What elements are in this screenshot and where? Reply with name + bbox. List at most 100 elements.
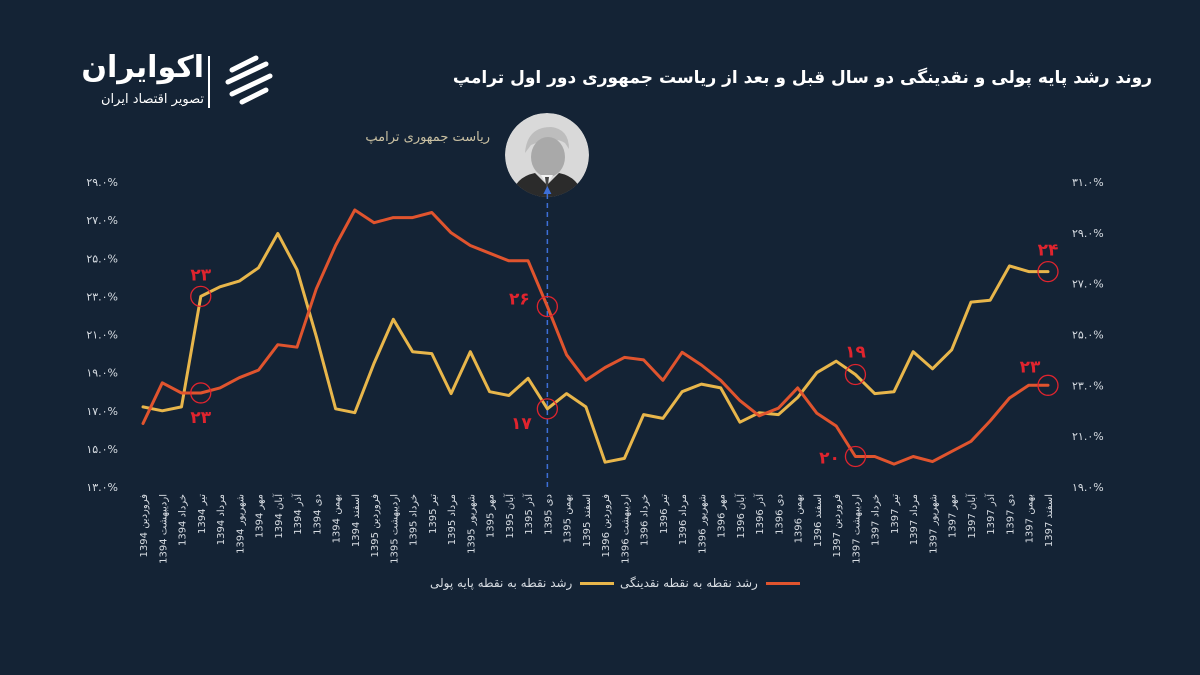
x-axis-tick-label: آذر 1397 [984, 493, 997, 535]
x-axis-tick-label: فروردین 1396 [601, 494, 612, 558]
value-marker-label: ۱۷ [511, 414, 532, 434]
value-marker-circle [1037, 260, 1059, 283]
x-axis-tick-label: آبان 1395 [503, 493, 516, 539]
legend-item-base-money: رشد نقطه به نقطه پایه پولی [430, 576, 615, 596]
x-axis-tick-label: اردیبهشت 1397 [851, 494, 862, 564]
x-axis: فروردین 1394 اردیبهشت 1394 خرداد 1394 تیر 1… [139, 493, 1055, 564]
value-marker-label: ۲۴ [1038, 241, 1059, 261]
x-axis-tick-label: دی 1396 [774, 494, 785, 535]
x-axis-tick-label: دی 1395 [543, 494, 554, 535]
right-axis-tick-label: ۲۱.۰% [1072, 430, 1104, 443]
x-axis-tick-label: آبان 1394 [272, 493, 285, 539]
left-axis: ۱۳.۰% ۱۵.۰% ۱۷.۰% ۱۹.۰% ۲۱.۰% ۲۳.۰% ۲۵.۰% ۲۷.۰%… [86, 176, 118, 494]
brand-name: اکوایران [81, 50, 204, 85]
x-axis-tick-label: تیر 1396 [659, 494, 670, 534]
x-axis-tick-label: مهر 1396 [717, 494, 728, 538]
brand-tagline: تصویر اقتصاد ایران [101, 92, 204, 107]
left-axis-tick-label: ۱۹.۰% [86, 367, 118, 380]
x-axis-tick-label: اردیبهشت 1394 [158, 494, 169, 564]
x-axis-tick-label: مرداد 1397 [909, 494, 920, 545]
x-axis-tick-label: خرداد 1397 [871, 494, 882, 546]
x-axis-tick-label: بهمن 1397 [1025, 494, 1036, 543]
event-marker [543, 186, 552, 487]
x-axis-tick-label: آذر 1396 [753, 493, 766, 535]
x-axis-tick-label: شهریور 1396 [697, 494, 708, 554]
x-axis-tick-label: آبان 1397 [965, 493, 978, 539]
legend-item-liquidity: رشد نقطه به نقطه نقدینگی [620, 576, 800, 596]
x-axis-tick-label: مهر 1394 [255, 494, 266, 538]
right-axis-tick-label: ۲۹.۰% [1072, 227, 1104, 240]
x-axis-tick-label: شهریور 1397 [928, 494, 939, 554]
x-axis-tick-label: بهمن 1395 [563, 494, 574, 543]
x-axis-tick-label: تیر 1397 [890, 494, 901, 534]
x-axis-tick-label: اردیبهشت 1396 [620, 494, 631, 564]
value-marker-circle [536, 398, 559, 420]
x-axis-tick-label: اسفند 1397 [1044, 494, 1055, 547]
x-axis-tick-label: دی 1397 [1005, 494, 1016, 535]
x-axis-tick-label: مهر 1397 [948, 494, 959, 538]
x-axis-tick-label: اسفند 1395 [582, 494, 593, 547]
x-axis-tick-label: اسفند 1396 [813, 494, 824, 547]
chart-title: روند رشد پایه پولی و نقدینگی دو سال قبل … [452, 68, 1152, 88]
left-axis-tick-label: ۲۷.۰% [86, 214, 118, 227]
right-axis-tick-label: ۲۷.۰% [1072, 278, 1104, 291]
value-marker-label: ۱۹ [845, 343, 866, 363]
right-axis-tick-label: ۲۳.۰% [1072, 379, 1104, 392]
x-axis-tick-label: بهمن 1394 [332, 494, 343, 543]
legend-label-base-money: رشد نقطه به نقطه پایه پولی [430, 576, 573, 590]
event-label: ریاست جمهوری ترامپ [365, 130, 490, 145]
value-markers: ۲۳ ۱۷ ۱۹ ۲۴ ۲۳ ۲۶ ۲۰ ۲۳ [190, 241, 1059, 469]
value-marker-label: ۲۰ [819, 449, 840, 469]
x-axis-tick-label: مهر 1395 [486, 494, 497, 538]
brand-logo: اکوایران تصویر اقتصاد ایران [80, 50, 280, 112]
left-axis-tick-label: ۲۱.۰% [86, 329, 118, 342]
legend-swatch-liquidity [765, 582, 800, 585]
x-axis-tick-label: آذر 1394 [291, 493, 304, 535]
x-axis-tick-label: آذر 1395 [522, 493, 535, 535]
value-marker-label: ۲۳ [1020, 357, 1041, 377]
legend-swatch-base-money [580, 582, 615, 585]
x-axis-tick-label: خرداد 1395 [409, 494, 420, 546]
value-marker-label: ۲۶ [509, 290, 530, 310]
left-axis-tick-label: ۱۷.۰% [86, 405, 118, 418]
brand-mark-icon [225, 55, 273, 105]
event-arrowhead [543, 186, 552, 194]
trump-portrait [505, 113, 589, 197]
value-marker-circle [844, 363, 867, 386]
series-line-base-money [141, 232, 1050, 464]
series-lines [141, 208, 1050, 466]
x-axis-tick-label: مرداد 1394 [216, 494, 227, 545]
left-axis-tick-label: ۲۵.۰% [86, 252, 118, 265]
left-axis-tick-label: ۲۹.۰% [86, 176, 118, 189]
value-marker-label: ۲۳ [190, 408, 211, 428]
x-axis-tick-label: مرداد 1396 [678, 494, 689, 545]
right-axis-tick-label: ۳۱.۰% [1072, 176, 1104, 189]
x-axis-tick-label: فروردین 1397 [832, 494, 843, 558]
right-axis: ۱۹.۰% ۲۱.۰% ۲۳.۰% ۲۵.۰% ۲۷.۰% ۲۹.۰% ۳۱.۰% [1072, 176, 1104, 494]
logo-divider [208, 56, 210, 108]
x-axis-tick-label: فروردین 1394 [139, 494, 150, 558]
left-axis-tick-label: ۱۳.۰% [86, 481, 118, 494]
x-axis-tick-label: تیر 1394 [197, 494, 208, 534]
right-axis-tick-label: ۱۹.۰% [1072, 481, 1104, 494]
x-axis-tick-label: دی 1394 [312, 494, 323, 535]
x-axis-tick-label: آبان 1396 [734, 493, 747, 539]
left-axis-tick-label: ۱۵.۰% [86, 443, 118, 456]
value-marker-circle [844, 445, 867, 468]
value-marker-circle [1037, 374, 1059, 396]
left-axis-tick-label: ۲۳.۰% [86, 290, 118, 303]
value-marker-circle [190, 285, 212, 308]
x-axis-tick-label: تیر 1395 [428, 494, 439, 534]
x-axis-tick-label: فروردین 1395 [370, 494, 381, 558]
series-line-liquidity [141, 208, 1050, 466]
x-axis-tick-label: شهریور 1394 [235, 494, 246, 554]
right-axis-tick-label: ۲۵.۰% [1072, 329, 1104, 342]
x-axis-tick-label: خرداد 1394 [178, 494, 189, 546]
x-axis-tick-label: اسفند 1394 [351, 494, 362, 547]
value-marker-label: ۲۳ [190, 265, 211, 285]
x-axis-tick-label: خرداد 1396 [640, 494, 651, 546]
value-marker-circle [190, 382, 212, 404]
x-axis-tick-label: اردیبهشت 1395 [389, 494, 400, 564]
x-axis-tick-label: مرداد 1395 [447, 494, 458, 545]
x-axis-tick-label: بهمن 1396 [794, 494, 805, 543]
